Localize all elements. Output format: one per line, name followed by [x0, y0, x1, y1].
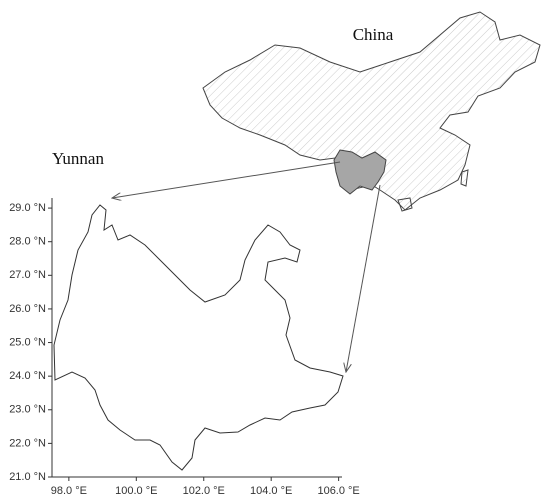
china-label: China	[353, 25, 394, 44]
taiwan	[460, 169, 469, 187]
pointer-arrow	[346, 184, 381, 372]
x-tick-label: 98.0 °E	[51, 485, 87, 497]
y-tick-label: 28.0 °N	[9, 236, 46, 248]
yunnan-outline	[53, 204, 344, 471]
x-tick-label: 102.0 °E	[183, 485, 225, 497]
x-tick-label: 104.0 °E	[250, 485, 292, 497]
x-tick-label: 106.0 °E	[317, 485, 359, 497]
pointer-arrow	[112, 161, 341, 198]
y-tick-label: 23.0 °N	[9, 404, 46, 416]
hainan	[397, 197, 413, 212]
yunnan-label: Yunnan	[52, 149, 104, 168]
yunnan-in-china	[333, 149, 387, 195]
y-tick-label: 27.0 °N	[9, 269, 46, 281]
y-tick-label: 22.0 °N	[9, 437, 46, 449]
y-tick-label: 26.0 °N	[9, 303, 46, 315]
y-tick-label: 29.0 °N	[9, 202, 46, 214]
x-tick-label: 100.0 °E	[115, 485, 157, 497]
y-tick-label: 24.0 °N	[9, 370, 46, 382]
china-outline	[202, 11, 541, 211]
y-tick-label: 25.0 °N	[9, 336, 46, 348]
y-tick-label: 21.0 °N	[9, 471, 46, 483]
